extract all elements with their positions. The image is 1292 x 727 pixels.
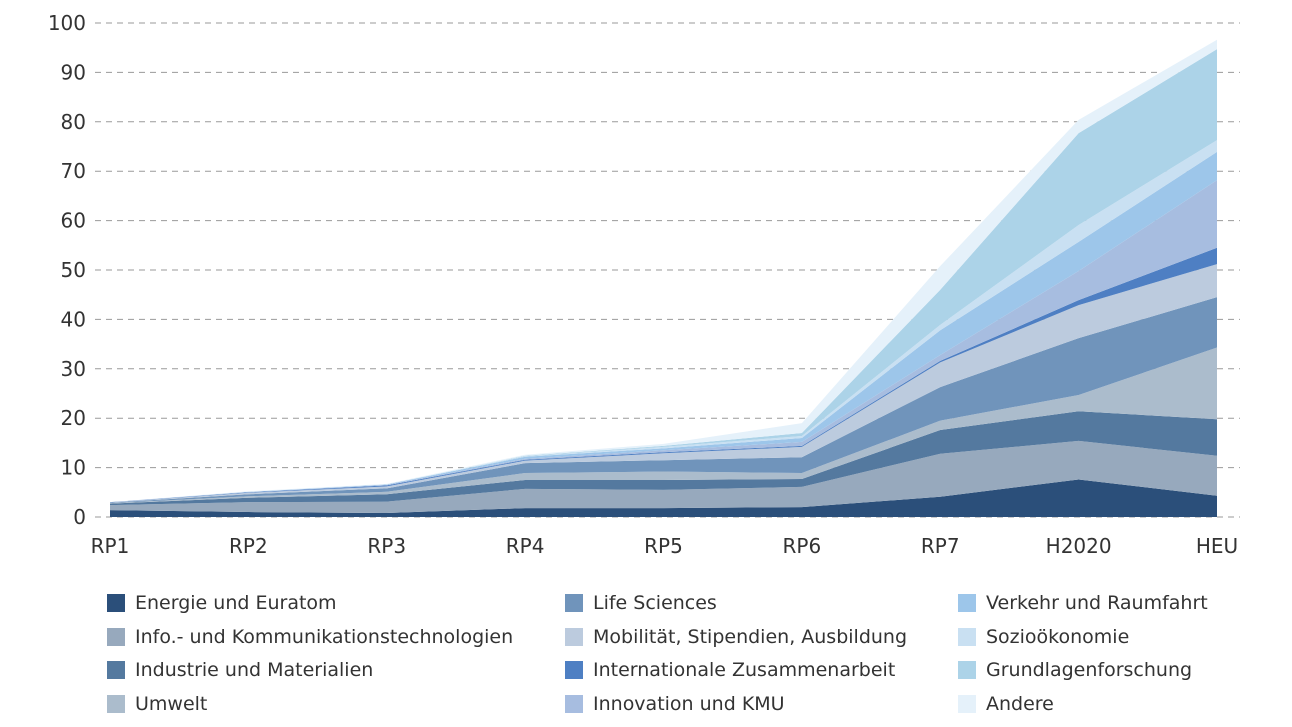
- y-tick-label: 30: [61, 357, 86, 381]
- x-tick-label: RP2: [229, 534, 268, 558]
- legend-swatch: [107, 628, 125, 646]
- legend-item: Innovation und KMU: [565, 692, 785, 716]
- legend-item: Sozioökonomie: [958, 625, 1129, 649]
- legend-item: Industrie und Materialien: [107, 658, 373, 682]
- legend-label: Sozioökonomie: [986, 626, 1130, 648]
- legend-item: Umwelt: [107, 692, 207, 716]
- legend-label: Andere: [986, 693, 1054, 715]
- legend-swatch: [565, 628, 583, 646]
- y-tick-label: 40: [61, 307, 86, 331]
- x-tick-label: H2020: [1046, 534, 1112, 558]
- legend-swatch: [107, 661, 125, 679]
- legend-item: Life Sciences: [565, 591, 717, 615]
- legend-item: Andere: [958, 692, 1054, 716]
- legend-item: Info.- und Kommunikationstechnologien: [107, 625, 513, 649]
- legend-label: Verkehr und Raumfahrt: [986, 592, 1208, 614]
- x-tick-label: RP1: [91, 534, 130, 558]
- legend-label: Industrie und Materialien: [135, 659, 374, 681]
- legend-swatch: [565, 695, 583, 713]
- y-tick-label: 50: [61, 258, 86, 282]
- legend-item: Mobilität, Stipendien, Ausbildung: [565, 625, 907, 649]
- legend-label: Mobilität, Stipendien, Ausbildung: [593, 626, 908, 648]
- area-info-und-kommunikationstechnologien: [110, 440, 1217, 514]
- legend-swatch: [958, 594, 976, 612]
- legend-label: Innovation und KMU: [593, 693, 785, 715]
- legend-swatch: [958, 661, 976, 679]
- legend-label: Umwelt: [135, 693, 208, 715]
- x-axis-ticks: RP1 RP2 RP3 RP4 RP5 RP6 RP7 H2020 HEU: [91, 534, 1239, 558]
- legend-swatch: [565, 594, 583, 612]
- y-tick-label: 90: [61, 60, 86, 84]
- legend-label: Life Sciences: [593, 592, 717, 614]
- area-grundlagenforschung: [110, 49, 1217, 503]
- legend-label: Internationale Zusammenarbeit: [593, 659, 896, 681]
- legend-label: Energie und Euratom: [135, 592, 337, 614]
- legend-swatch: [565, 661, 583, 679]
- area-life-sciences: [110, 297, 1217, 504]
- x-tick-label: HEU: [1196, 534, 1238, 558]
- legend-label: Info.- und Kommunikationstechnologien: [135, 626, 514, 648]
- legend-item: Internationale Zusammenarbeit: [565, 658, 895, 682]
- area-mobilit-t-stipendien-ausbildung: [110, 264, 1217, 503]
- x-tick-label: RP7: [921, 534, 960, 558]
- x-tick-label: RP3: [367, 534, 406, 558]
- legend-swatch: [958, 695, 976, 713]
- y-axis-ticks: 0 10 20 30 40 50 60 70 80 90 100: [48, 11, 86, 529]
- areas: [110, 39, 1217, 517]
- y-tick-label: 100: [48, 11, 86, 35]
- y-tick-label: 60: [61, 209, 86, 233]
- legend-swatch: [107, 695, 125, 713]
- area-umwelt: [110, 347, 1217, 504]
- legend-swatch: [107, 594, 125, 612]
- legend-swatch: [958, 628, 976, 646]
- legend-item: Grundlagenforschung: [958, 658, 1192, 682]
- legend-item: Verkehr und Raumfahrt: [958, 591, 1208, 615]
- y-tick-label: 80: [61, 110, 86, 134]
- x-tick-label: RP6: [783, 534, 822, 558]
- legend-item: Energie und Euratom: [107, 591, 337, 615]
- x-tick-label: RP4: [506, 534, 545, 558]
- y-tick-label: 70: [61, 159, 86, 183]
- y-tick-label: 0: [73, 505, 86, 529]
- legend-label: Grundlagenforschung: [986, 659, 1193, 681]
- y-tick-label: 10: [61, 456, 86, 480]
- area-energie-und-euratom: [110, 479, 1217, 517]
- x-tick-label: RP5: [644, 534, 683, 558]
- area-industrie-und-materialien: [110, 411, 1217, 506]
- y-tick-label: 20: [61, 406, 86, 430]
